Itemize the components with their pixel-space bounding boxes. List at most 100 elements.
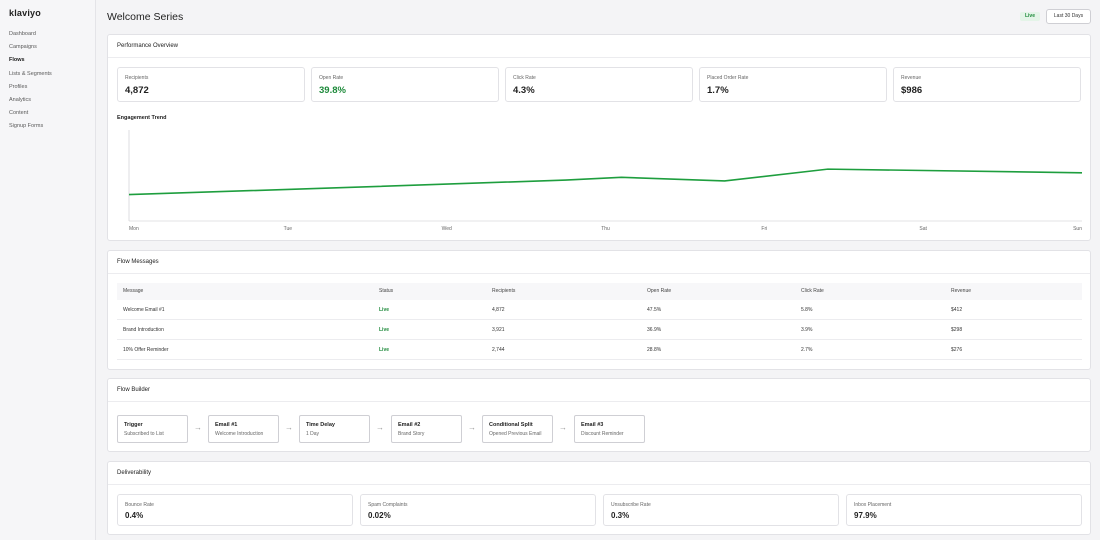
metric-value: 0.4% [125, 511, 144, 520]
card-divider [108, 401, 1090, 402]
metric-label: Placed Order Rate [707, 75, 749, 81]
date-range-button[interactable]: Last 30 Days [1046, 9, 1091, 24]
metric-click-rate: Click Rate 4.3% [505, 67, 693, 102]
revenue-value: $276 [951, 347, 963, 353]
flow-messages-card: Flow Messages Message Status Recipients … [107, 250, 1091, 370]
column-header: Message [123, 288, 144, 294]
arrow-right-icon: → [194, 423, 202, 432]
engagement-trend-chart: Mon Tue Wed Thu Fri Sat Sun [128, 130, 1083, 232]
node-title: Email #2 [398, 422, 421, 428]
card-divider [108, 57, 1090, 58]
flow-node-email-1[interactable]: Email #1 Welcome Introduction [208, 415, 279, 443]
metric-value: 0.02% [368, 511, 391, 520]
column-header: Open Rate [647, 288, 672, 294]
metric-value: 1.7% [707, 85, 729, 96]
metric-value: $986 [901, 85, 923, 96]
column-header: Click Rate [801, 288, 824, 294]
message-name[interactable]: Brand Introduction [123, 327, 164, 333]
sidebar-item-dashboard[interactable]: Dashboard [9, 31, 36, 37]
revenue-value: $298 [951, 327, 963, 333]
arrow-right-icon: → [468, 423, 476, 432]
metric-placed-order-rate: Placed Order Rate 1.7% [699, 67, 887, 102]
flow-builder-card: Flow Builder Trigger Subscribed to List … [107, 378, 1091, 452]
metric-label: Recipients [125, 75, 149, 81]
recipients-value: 3,921 [492, 327, 505, 333]
node-title: Trigger [124, 422, 143, 428]
sidebar-item-profiles[interactable]: Profiles [9, 83, 28, 90]
arrow-right-icon: → [285, 423, 293, 432]
flow-builder-title: Flow Builder [117, 387, 151, 393]
metric-value: 39.8% [319, 85, 346, 96]
open-rate-value: 47.5% [647, 307, 662, 313]
metric-spam-complaints: Spam Complaints 0.02% [360, 494, 596, 526]
table-row[interactable]: Welcome Email #1 Live 4,872 47.5% 5.8% $… [117, 300, 1082, 320]
flow-messages-title: Flow Messages [117, 259, 159, 265]
app-logo[interactable]: klaviyo [9, 8, 41, 18]
flow-node-trigger[interactable]: Trigger Subscribed to List [117, 415, 188, 443]
metric-value: 97.9% [854, 511, 877, 520]
node-subtitle: Opened Previous Email [489, 431, 542, 437]
deliverability-title: Deliverability [117, 470, 152, 476]
performance-overview-title: Performance Overview [117, 43, 179, 49]
column-header: Revenue [951, 288, 972, 294]
metric-unsubscribe-rate: Unsubscribe Rate 0.3% [603, 494, 839, 526]
metric-label: Click Rate [513, 75, 536, 81]
metric-label: Open Rate [319, 75, 344, 81]
status-live: Live [379, 347, 390, 353]
series-line-0 [128, 168, 1083, 196]
table-header: Message Status Recipients Open Rate Clic… [117, 283, 1082, 300]
node-title: Time Delay [306, 422, 335, 428]
metric-label: Revenue [901, 75, 922, 81]
open-rate-value: 28.8% [647, 347, 662, 353]
sidebar-item-signup-forms[interactable]: Signup Forms [9, 123, 44, 130]
sidebar-item-campaigns[interactable]: Campaigns [9, 44, 37, 51]
arrow-right-icon: → [376, 423, 384, 432]
node-subtitle: Subscribed to List [124, 431, 164, 437]
x-tick-label: Mon [129, 226, 139, 232]
status-live: Live [379, 327, 390, 333]
metric-value: 4.3% [513, 85, 535, 96]
message-name[interactable]: Welcome Email #1 [123, 307, 165, 313]
table-row[interactable]: 10% Offer Reminder Live 2,744 28.8% 2.7%… [117, 340, 1082, 360]
deliverability-card: Deliverability Bounce Rate 0.4% Spam Com… [107, 461, 1091, 535]
recipients-value: 4,872 [492, 307, 505, 313]
metric-inbox-placement: Inbox Placement 97.9% [846, 494, 1082, 526]
flow-node-email-3[interactable]: Email #3 Discount Reminder [574, 415, 645, 443]
sidebar-item-flows[interactable]: Flows [9, 57, 25, 64]
x-tick-label: Wed [442, 226, 452, 232]
message-name[interactable]: 10% Offer Reminder [123, 347, 169, 353]
flow-node-email-2[interactable]: Email #2 Brand Story [391, 415, 462, 443]
click-rate-value: 3.9% [801, 327, 813, 333]
status-live: Live [379, 307, 390, 313]
flow-node-conditional-split[interactable]: Conditional Split Opened Previous Email [482, 415, 553, 443]
sidebar-item-content[interactable]: Content [9, 110, 29, 117]
recipients-value: 2,744 [492, 347, 505, 353]
click-rate-value: 2.7% [801, 347, 813, 353]
card-divider [108, 484, 1090, 485]
x-tick-label: Sun [1073, 226, 1082, 232]
metric-recipients: Recipients 4,872 [117, 67, 305, 102]
metric-open-rate: Open Rate 39.8% [311, 67, 499, 102]
revenue-value: $412 [951, 307, 963, 313]
sidebar-item-lists-segments[interactable]: Lists & Segments [9, 70, 52, 77]
x-tick-label: Sat [919, 226, 927, 232]
engagement-trend-title: Engagement Trend [117, 115, 167, 121]
flow-node-time-delay[interactable]: Time Delay 1 Day [299, 415, 370, 443]
sidebar-item-analytics[interactable]: Analytics [9, 96, 32, 103]
x-tick-label: Fri [761, 226, 767, 232]
sidebar: klaviyo Dashboard Campaigns Flows Lists … [0, 0, 96, 540]
main-content: Welcome Series Live Last 30 Days Perform… [97, 0, 1100, 540]
node-subtitle: Welcome Introduction [215, 431, 264, 437]
node-title: Email #1 [215, 422, 238, 428]
open-rate-value: 36.9% [647, 327, 662, 333]
status-badge: Live [1020, 12, 1040, 21]
metric-revenue: Revenue $986 [893, 67, 1081, 102]
node-title: Email #3 [581, 422, 604, 428]
x-tick-label: Tue [284, 226, 293, 232]
metric-value: 0.3% [611, 511, 630, 520]
table-row[interactable]: Brand Introduction Live 3,921 36.9% 3.9%… [117, 320, 1082, 340]
metric-label: Spam Complaints [368, 502, 408, 508]
arrow-right-icon: → [559, 423, 567, 432]
metric-bounce-rate: Bounce Rate 0.4% [117, 494, 353, 526]
metric-label: Inbox Placement [854, 502, 892, 508]
